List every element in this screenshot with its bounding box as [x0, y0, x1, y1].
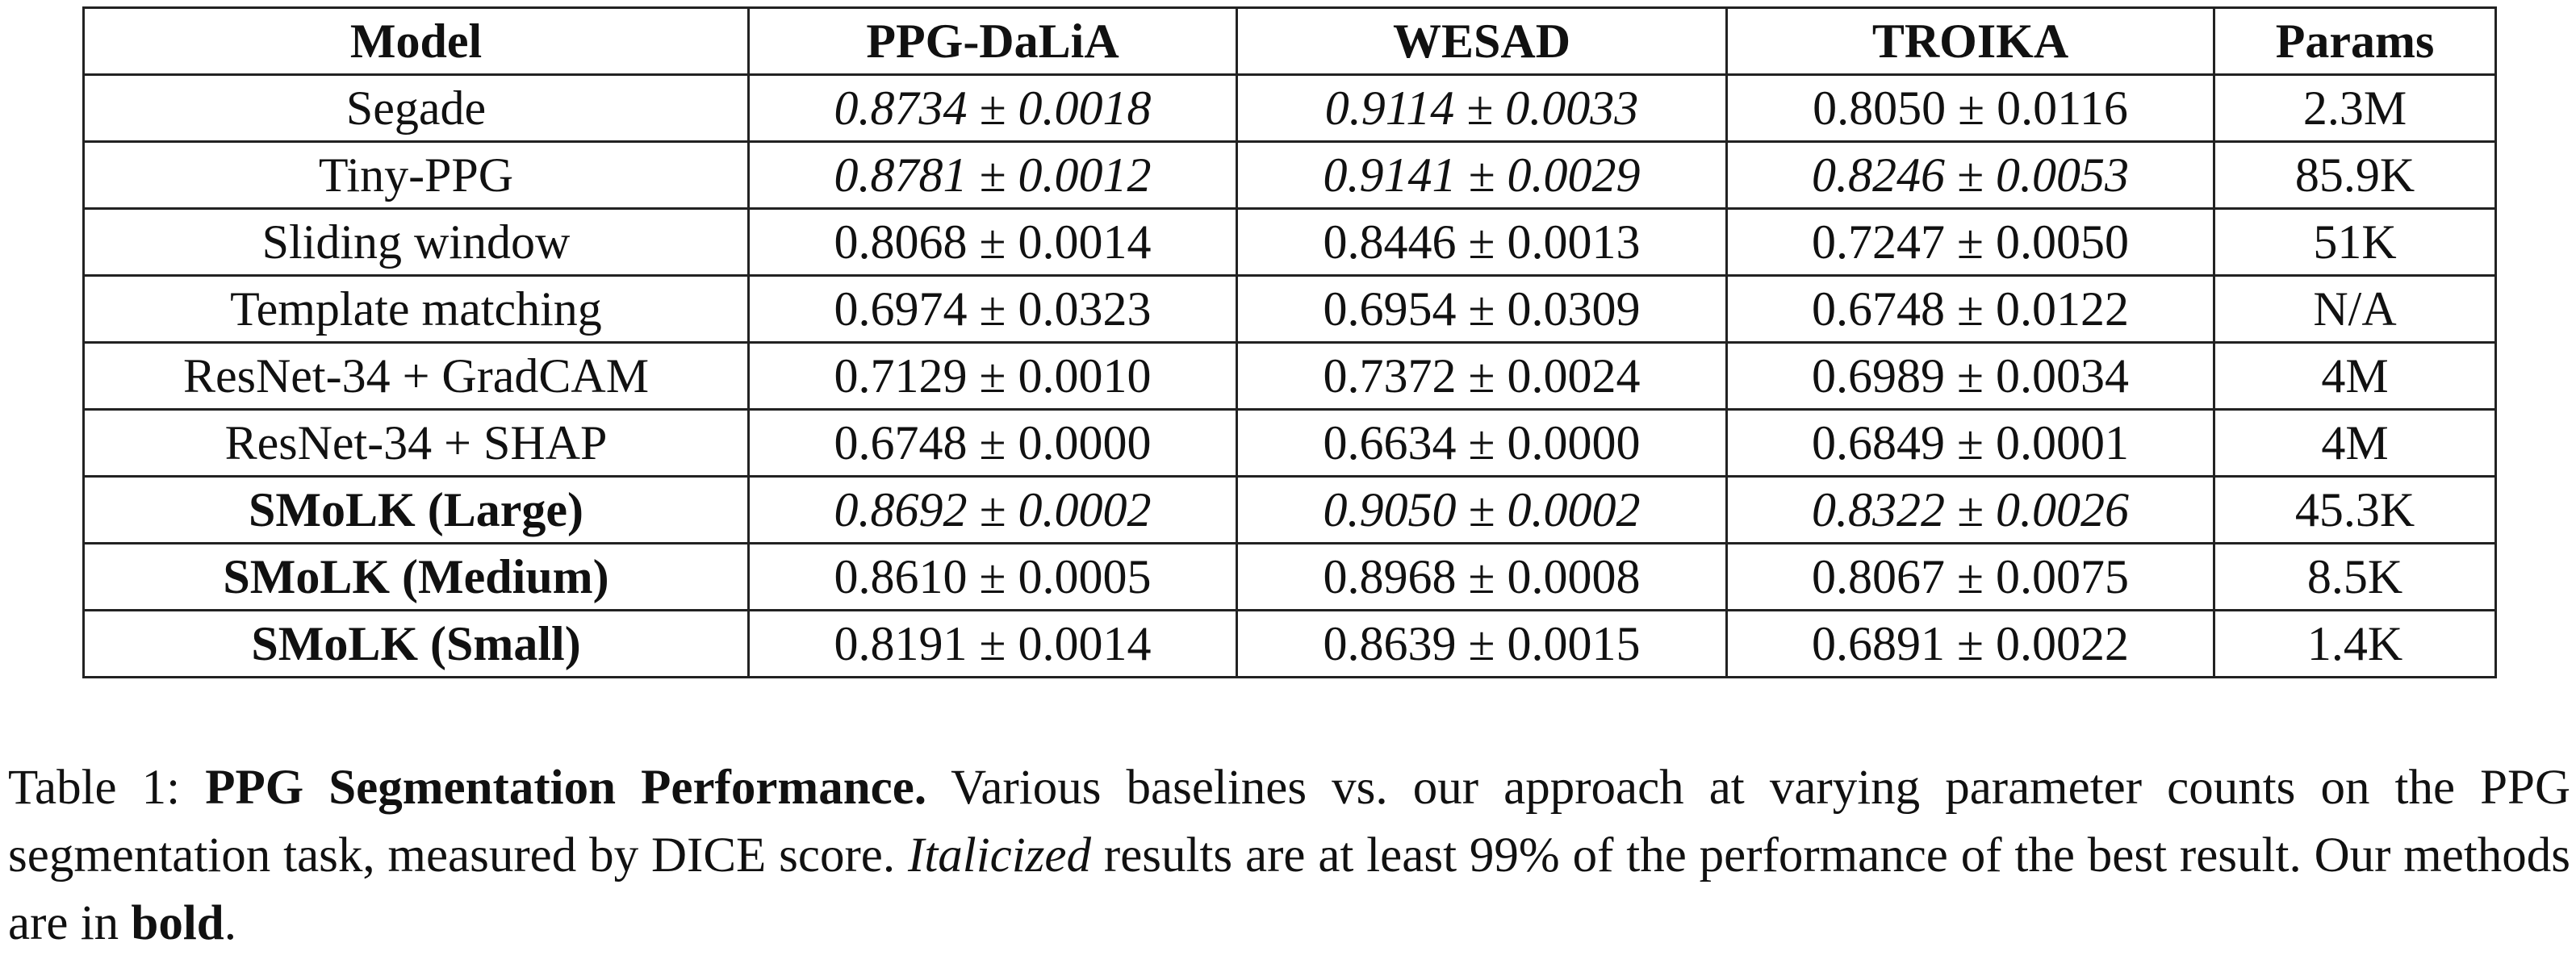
table-row: Template matching 0.6974 ± 0.0323 0.6954 ±… — [82, 274, 2497, 344]
value-cell: 8.5K — [2213, 542, 2497, 611]
value-cell: 0.6891 ± 0.0022 — [1725, 609, 2215, 678]
value-cell: 4M — [2213, 341, 2497, 411]
value-cell: 0.6748 ± 0.0000 — [747, 408, 1238, 478]
caption-text: . — [224, 896, 236, 950]
table-row: SMoLK (Small) 0.8191 ± 0.0014 0.8639 ± 0.0… — [82, 609, 2497, 678]
value-cell: 0.6849 ± 0.0001 — [1725, 408, 2215, 478]
value-cell: 0.8191 ± 0.0014 — [747, 609, 1238, 678]
caption: Table 1: PPG Segmentation Performance. V… — [8, 754, 2570, 958]
value-cell: 1.4K — [2213, 609, 2497, 678]
value-cell: 51K — [2213, 207, 2497, 277]
value-cell: 0.9114 ± 0.0033 — [1236, 73, 1728, 143]
table-row: Sliding window 0.8068 ± 0.0014 0.8446 ± 0.… — [82, 207, 2497, 277]
value-cell: 0.6954 ± 0.0309 — [1236, 274, 1728, 344]
value-cell: 0.8781 ± 0.0012 — [747, 140, 1238, 210]
table-row: SMoLK (Large) 0.8692 ± 0.0002 0.9050 ± 0.0… — [82, 475, 2497, 544]
table-row: SMoLK (Medium) 0.8610 ± 0.0005 0.8968 ± 0.… — [82, 542, 2497, 611]
value-cell: 0.8968 ± 0.0008 — [1236, 542, 1728, 611]
value-cell: 0.6989 ± 0.0034 — [1725, 341, 2215, 411]
value-cell: 0.8734 ± 0.0018 — [747, 73, 1238, 143]
value-cell: 0.8639 ± 0.0015 — [1236, 609, 1728, 678]
model-cell: ResNet-34 + GradCAM — [82, 341, 750, 411]
table-row: Segade 0.8734 ± 0.0018 0.9114 ± 0.0033 0.80… — [82, 73, 2497, 143]
caption-strong: bold — [131, 896, 224, 950]
value-cell: 0.8050 ± 0.0116 — [1725, 73, 2215, 143]
table-row: ResNet-34 + SHAP 0.6748 ± 0.0000 0.6634 ± … — [82, 408, 2497, 478]
model-cell: ResNet-34 + SHAP — [82, 408, 750, 478]
value-cell: 45.3K — [2213, 475, 2497, 544]
value-cell: 0.8246 ± 0.0053 — [1725, 140, 2215, 210]
results-table: Model PPG-DaLiA WESAD TROIKA Params Segade 0.… — [82, 6, 2497, 678]
table-row: Tiny-PPG 0.8781 ± 0.0012 0.9141 ± 0.0029 0.… — [82, 140, 2497, 210]
value-cell: N/A — [2213, 274, 2497, 344]
value-cell: 0.6748 ± 0.0122 — [1725, 274, 2215, 344]
value-cell: 2.3M — [2213, 73, 2497, 143]
value-cell: 0.8446 ± 0.0013 — [1236, 207, 1728, 277]
column-header: TROIKA — [1725, 6, 2215, 76]
caption-title: PPG Segmentation Performance. — [205, 761, 927, 815]
value-cell: 4M — [2213, 408, 2497, 478]
value-cell: 0.7247 ± 0.0050 — [1725, 207, 2215, 277]
column-header: WESAD — [1236, 6, 1728, 76]
value-cell: 0.9050 ± 0.0002 — [1236, 475, 1728, 544]
caption-text: Various baselines vs. our approach at va… — [8, 761, 2571, 882]
value-cell: 0.8692 ± 0.0002 — [747, 475, 1238, 544]
value-cell: 0.9141 ± 0.0029 — [1236, 140, 1728, 210]
caption-text: results are at least 99% of the performa… — [8, 828, 2571, 950]
value-cell: 85.9K — [2213, 140, 2497, 210]
value-cell: 0.6634 ± 0.0000 — [1236, 408, 1728, 478]
value-cell: 0.8067 ± 0.0075 — [1725, 542, 2215, 611]
header-row: Model PPG-DaLiA WESAD TROIKA Params — [82, 6, 2497, 76]
value-cell: 0.8610 ± 0.0005 — [747, 542, 1238, 611]
column-header: Model — [82, 6, 750, 76]
value-cell: 0.6974 ± 0.0323 — [747, 274, 1238, 344]
model-cell: SMoLK (Large) — [82, 475, 750, 544]
column-header: Params — [2213, 6, 2497, 76]
model-cell: Tiny-PPG — [82, 140, 750, 210]
model-cell: SMoLK (Medium) — [82, 542, 750, 611]
value-cell: 0.7372 ± 0.0024 — [1236, 341, 1728, 411]
value-cell: 0.8322 ± 0.0026 — [1725, 475, 2215, 544]
model-cell: Template matching — [82, 274, 750, 344]
column-header: PPG-DaLiA — [747, 6, 1238, 76]
model-cell: Segade — [82, 73, 750, 143]
model-cell: SMoLK (Small) — [82, 609, 750, 678]
model-cell: Sliding window — [82, 207, 750, 277]
table-row: ResNet-34 + GradCAM 0.7129 ± 0.0010 0.7372… — [82, 341, 2497, 411]
value-cell: 0.8068 ± 0.0014 — [747, 207, 1238, 277]
value-cell: 0.7129 ± 0.0010 — [747, 341, 1238, 411]
caption-emphasis: Italicized — [908, 828, 1091, 882]
caption-label: Table 1: — [8, 761, 181, 815]
